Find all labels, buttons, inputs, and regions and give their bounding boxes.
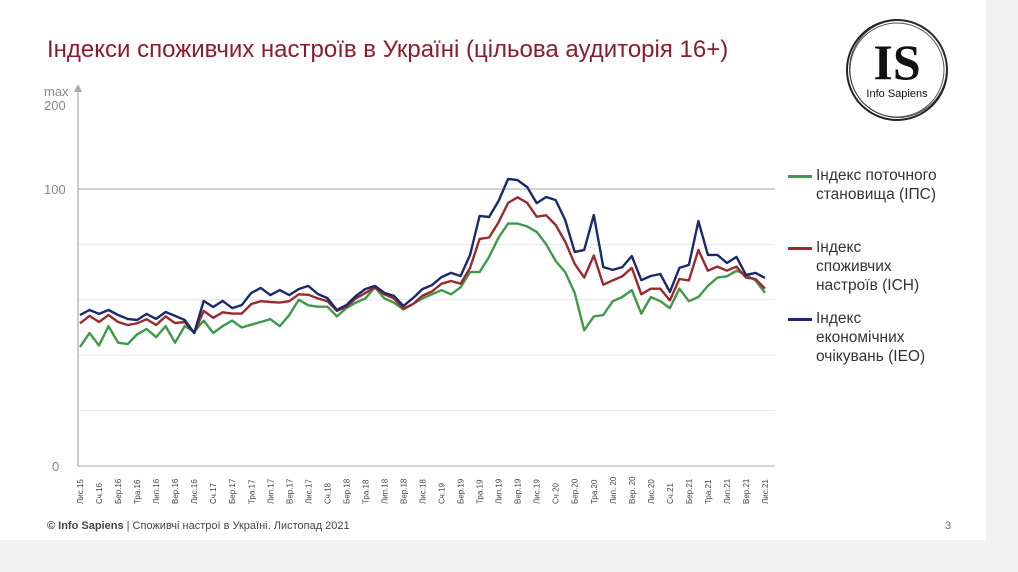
- x-tick-label: Лис.16: [190, 479, 199, 504]
- x-tick-label: Тра.17: [247, 479, 256, 504]
- page-title: Індекси споживчих настроїв в Україні (ці…: [47, 36, 729, 63]
- legend-line: очікувань (ІЕО): [816, 348, 926, 365]
- y-tick-label: 100: [44, 182, 66, 197]
- x-tick-label: Бер.19: [457, 478, 466, 504]
- x-tick-label: Лис.15: [76, 479, 85, 504]
- x-tick-label: Лип. 20: [609, 476, 618, 504]
- x-tick-label: Лис.17: [304, 479, 313, 504]
- x-tick-label: Сч.17: [209, 482, 218, 504]
- legend-item-ieo: Індекс економічних очікувань (ІЕО): [788, 309, 966, 366]
- x-tick-label: Сч.18: [323, 482, 332, 504]
- x-tick-label: Вер.21: [742, 478, 751, 504]
- legend-item-isn: Індекс споживчих настроїв (ІСН): [788, 238, 966, 295]
- series-line-isn: [79, 196, 766, 335]
- legend-label-ieo: Індекс економічних очікувань (ІЕО): [816, 309, 966, 366]
- legend-line: настроїв (ІСН): [816, 277, 920, 294]
- legend-line: Індекс: [816, 310, 862, 327]
- series-line-ips: [79, 222, 766, 348]
- footer: © Info Sapiens | Споживчі настрої в Укра…: [47, 520, 350, 532]
- x-tick-label: Лип.19: [495, 478, 504, 504]
- x-tick-label: Вер.17: [285, 478, 294, 504]
- x-tick-label: Тра.18: [361, 479, 370, 504]
- legend-line: становища (ІПС): [816, 186, 937, 203]
- svg-text:IS: IS: [873, 34, 920, 90]
- x-tick-label: Вер. 20: [628, 476, 637, 504]
- footer-text: Споживчі настрої в Україні. Листопад 202…: [132, 520, 350, 532]
- legend-label-ips: Індекс поточного становища (ІПС): [816, 166, 966, 204]
- y-axis-arrow-icon: [74, 84, 82, 92]
- x-tick-label: Бер.17: [228, 478, 237, 504]
- x-tick-label: Тра.16: [133, 479, 142, 504]
- series-line-ieo: [79, 177, 766, 335]
- x-tick-label: Сч.20: [552, 482, 561, 504]
- x-tick-label: Бер.21: [685, 478, 694, 504]
- legend-line: споживчих: [816, 258, 892, 275]
- legend-line: Індекс поточного: [816, 167, 937, 184]
- x-tick-label: Лип.17: [266, 478, 275, 504]
- x-tick-label: Лис.18: [419, 479, 428, 504]
- x-tick-label: Вер.18: [399, 478, 408, 504]
- x-tick-label: Бер.16: [114, 478, 123, 504]
- x-tick-label: Лис.21: [761, 479, 770, 504]
- info-sapiens-logo: IS Info Sapiens: [842, 17, 952, 123]
- x-tick-label: Лип.16: [152, 478, 161, 504]
- x-tick-label: Вер.16: [171, 478, 180, 504]
- x-tick-label: Сч.21: [666, 482, 675, 504]
- y-tick-label: 0: [52, 459, 59, 474]
- legend-line: економічних: [816, 329, 905, 346]
- x-tick-label: Лип.18: [380, 478, 389, 504]
- footer-separator: |: [123, 520, 133, 532]
- x-tick-label: Сч.16: [95, 482, 104, 504]
- x-tick-label: Тра.19: [476, 479, 485, 504]
- x-tick-label: Лис.20: [647, 479, 656, 504]
- x-tick-label: Бер.20: [571, 478, 580, 504]
- page-number: 3: [945, 520, 952, 532]
- legend-label-isn: Індекс споживчих настроїв (ІСН): [816, 238, 966, 295]
- x-tick-label: Тра.21: [704, 479, 713, 504]
- x-tick-label: Сч.19: [438, 482, 447, 504]
- legend-swatch-ips: [788, 175, 812, 178]
- x-tick-label: Тра.20: [590, 479, 599, 504]
- x-tick-label: Лис.19: [533, 479, 542, 504]
- x-tick-label: Лип.21: [723, 478, 732, 504]
- y-tick-label: 200: [44, 98, 66, 113]
- x-tick-label: Вер.19: [514, 478, 523, 504]
- legend-swatch-ieo: [788, 318, 812, 321]
- footer-brand: © Info Sapiens: [47, 520, 124, 532]
- legend-swatch-isn: [788, 247, 812, 250]
- y-tick-label-max: max: [44, 84, 69, 99]
- slide: Індекси споживчих настроїв в Україні (ці…: [0, 0, 986, 540]
- x-tick-label: Бер.18: [342, 478, 351, 504]
- legend-item-ips: Індекс поточного становища (ІПС): [788, 166, 966, 204]
- legend-line: Індекс: [816, 239, 862, 256]
- svg-text:Info Sapiens: Info Sapiens: [866, 88, 928, 100]
